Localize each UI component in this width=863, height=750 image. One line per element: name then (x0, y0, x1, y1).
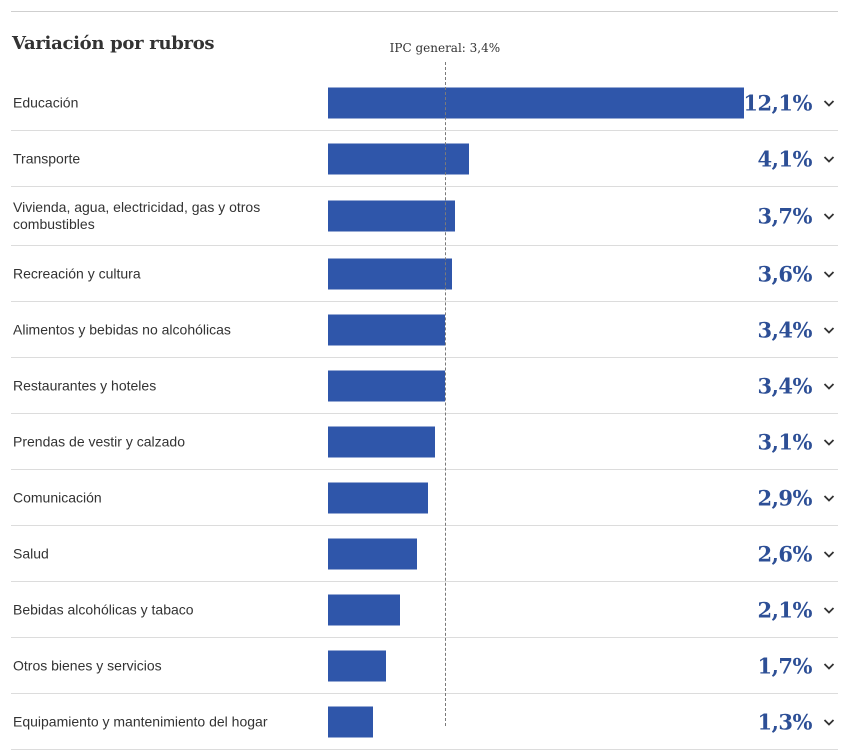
category-row[interactable]: Vivienda, agua, electricidad, gas y otro… (11, 187, 838, 246)
value-label: 3,4% (757, 317, 813, 342)
bar-mark (328, 143, 469, 174)
category-label: Restaurantes y hoteles (13, 377, 157, 393)
value-label: 2,6% (757, 541, 813, 566)
chevron-down-icon[interactable] (822, 715, 836, 729)
category-row[interactable]: Bebidas alcohólicas y tabaco 2,1% (11, 582, 838, 638)
value-label: 3,1% (757, 429, 813, 454)
category-row[interactable]: Prendas de vestir y calzado 3,1% (11, 414, 838, 470)
value-label: 1,3% (757, 709, 813, 734)
category-row[interactable]: Otros bienes y servicios 1,7% (11, 638, 838, 694)
category-row[interactable]: Restaurantes y hoteles 3,4% (11, 358, 838, 414)
value-label: 2,9% (757, 485, 813, 510)
chevron-down-icon[interactable] (822, 603, 836, 617)
value-label: 4,1% (757, 146, 813, 171)
chevron-down-icon[interactable] (822, 96, 836, 110)
value-label: 1,7% (757, 653, 813, 678)
category-label: Vivienda, agua, electricidad, gas y otro… (13, 199, 261, 232)
bar-mark (328, 650, 387, 681)
top-divider (11, 11, 838, 12)
category-label: Transporte (13, 150, 81, 166)
bar-mark (328, 200, 456, 232)
category-row[interactable]: Educación 12,1% (11, 75, 838, 131)
category-row[interactable]: Salud 2,6% (11, 526, 838, 582)
category-row[interactable]: Comunicación 2,9% (11, 470, 838, 526)
bar-mark (328, 314, 445, 345)
category-label: Educación (13, 94, 79, 110)
chevron-down-icon[interactable] (822, 323, 836, 337)
category-label: Alimentos y bebidas no alcohólicas (13, 321, 231, 337)
value-label: 3,7% (757, 203, 813, 229)
category-label: Equipamiento y mantenimiento del hogar (13, 713, 268, 729)
category-row[interactable]: Equipamiento y mantenimiento del hogar 1,… (11, 694, 838, 750)
bar-mark (328, 594, 401, 625)
bar-mark (328, 538, 418, 569)
chevron-down-icon[interactable] (822, 209, 836, 223)
category-row[interactable]: Recreación y cultura 3,6% (11, 246, 838, 302)
category-label: Prendas de vestir y calzado (13, 433, 185, 449)
category-row[interactable]: Alimentos y bebidas no alcohólicas 3,4% (11, 302, 838, 358)
reference-line (444, 62, 446, 726)
category-label: Otros bienes y servicios (13, 657, 162, 673)
category-label: Bebidas alcohólicas y tabaco (13, 601, 194, 617)
chevron-down-icon[interactable] (822, 547, 836, 561)
chevron-down-icon[interactable] (822, 152, 836, 166)
bar-mark (328, 426, 435, 457)
bar-mark (328, 370, 445, 401)
reference-line-label: IPC general: 3,4% (389, 41, 501, 55)
category-label: Recreación y cultura (13, 265, 141, 281)
value-label: 12,1% (743, 90, 812, 115)
chevron-down-icon[interactable] (822, 435, 836, 449)
value-label: 3,6% (757, 261, 813, 286)
chevron-down-icon[interactable] (822, 267, 836, 281)
category-label: Comunicación (13, 489, 102, 505)
chevron-down-icon[interactable] (822, 659, 836, 673)
bar-mark (328, 482, 428, 513)
category-list: Educación 12,1% Transporte 4,1% Vivienda, ag… (11, 75, 838, 750)
chevron-down-icon[interactable] (822, 491, 836, 505)
chart-title: Variación por rubros (12, 33, 215, 54)
bar-mark (328, 87, 744, 118)
category-row[interactable]: Transporte 4,1% (11, 131, 838, 187)
chevron-down-icon[interactable] (822, 379, 836, 393)
bar-mark (328, 258, 452, 289)
value-label: 2,1% (757, 597, 813, 622)
value-label: 3,4% (757, 373, 813, 398)
bar-mark (328, 706, 373, 737)
category-label: Salud (13, 545, 49, 561)
